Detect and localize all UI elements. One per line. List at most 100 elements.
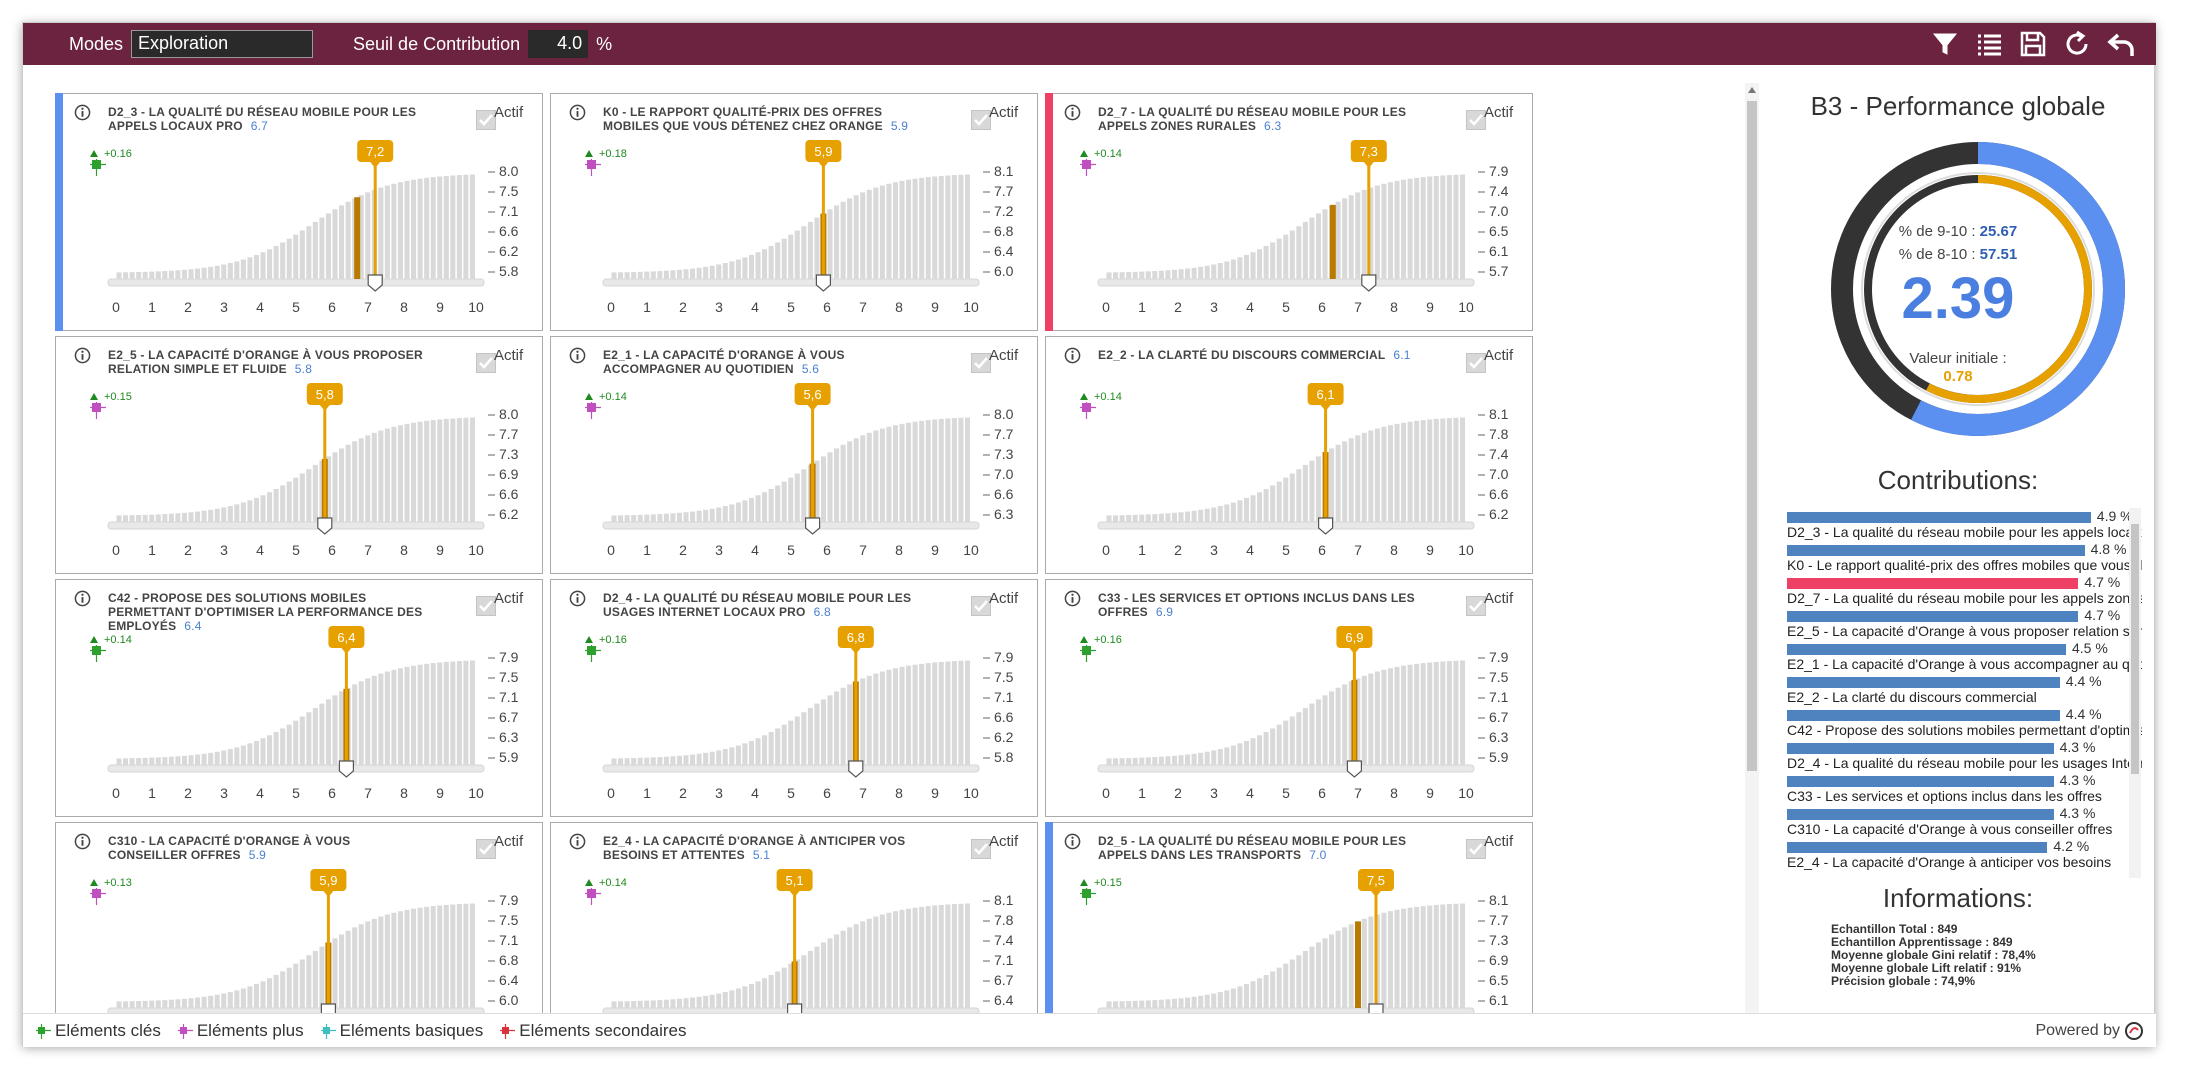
distribution-bar [1152,271,1158,279]
driver-card[interactable]: C42 - Propose des solutions mobiles perm… [55,579,543,817]
undo-icon[interactable] [2106,29,2136,59]
distribution-bar [391,912,397,1008]
distribution-bar [240,502,246,522]
contribution-row[interactable]: 4.3 % C33 - Les services et options inclu… [1787,772,2142,805]
x-tick-label: 9 [931,542,939,558]
distribution-bar [899,423,905,522]
actif-checkbox[interactable] [971,839,991,859]
slider-handle[interactable] [1361,274,1377,292]
distribution-bar [925,420,931,522]
seuil-input[interactable]: 4.0 [528,30,589,58]
info-icon[interactable] [74,590,91,607]
distribution-bar [1289,716,1295,765]
distribution-bar [788,963,794,1008]
distribution-bar [1381,912,1387,1008]
contribution-row[interactable]: 4.4 % C42 - Propose des solutions mobiles… [1787,706,2142,739]
contribution-row[interactable]: 4.3 % D2_4 - La qualité du réseau mobile … [1787,739,2142,772]
distribution-bar [912,907,918,1008]
info-icon[interactable] [569,104,586,121]
info-icon[interactable] [569,347,586,364]
actif-checkbox[interactable] [476,110,496,130]
distribution-bar [716,993,722,1008]
driver-card[interactable]: K0 - Le rapport qualité-prix des offres … [550,93,1038,331]
info-icon[interactable] [1064,590,1081,607]
driver-card[interactable]: E2_2 - La clarté du discours commercial 6… [1045,336,1533,574]
distribution-bar [631,758,637,765]
svg-text:6,9: 6,9 [1345,630,1363,645]
slider-handle[interactable] [815,274,831,292]
actif-checkbox[interactable] [476,353,496,373]
actif-checkbox[interactable] [1466,596,1486,616]
actif-checkbox[interactable] [971,353,991,373]
info-icon[interactable] [74,104,91,121]
distribution-bar [181,755,187,765]
actif-checkbox[interactable] [1466,353,1486,373]
distribution-bar [762,978,768,1008]
contribution-row[interactable]: 4.4 % E2_2 - La clarté du discours commer… [1787,673,2142,706]
actif-checkbox[interactable] [476,839,496,859]
slider-handle[interactable] [367,274,383,292]
contribution-row[interactable]: 4.7 % E2_5 - La capacité d'Orange à vous … [1787,607,2142,640]
distribution-bar [1433,661,1439,765]
distribution-bar [1113,272,1119,279]
contribution-bar [1787,644,2066,655]
actif-checkbox[interactable] [971,110,991,130]
driver-card[interactable]: D2_5 - La qualité du réseau mobile pour … [1045,822,1533,1028]
distribution-bar [925,663,931,765]
info-icon[interactable] [74,833,91,850]
driver-card[interactable]: D2_4 - La qualité du réseau mobile pour … [550,579,1038,817]
distribution-bar [1250,981,1256,1008]
distribution-bar [227,506,233,522]
actif-checkbox[interactable] [1466,110,1486,130]
contributions-scrollbar[interactable] [2129,508,2141,878]
marker-tooltip: 7,3 [1350,140,1387,168]
contribution-row[interactable]: 4.5 % E2_1 - La capacité d'Orange à vous … [1787,640,2142,673]
list-icon[interactable] [1974,29,2004,59]
distribution-bar [404,423,410,522]
driver-card[interactable]: C33 - Les services et options inclus dan… [1045,579,1533,817]
cards-scrollbar[interactable] [1745,83,1759,1028]
distribution-bar [919,177,925,279]
contribution-row[interactable]: 4.7 % D2_7 - La qualité du réseau mobile … [1787,574,2142,607]
svg-text:6,8: 6,8 [847,630,865,645]
actif-checkbox[interactable] [1466,839,1486,859]
reset-icon[interactable] [2062,29,2092,59]
contribution-row[interactable]: 4.2 % E2_4 - La capacité d'Orange à antic… [1787,838,2142,871]
slider-handle[interactable] [805,517,821,535]
slider-handle[interactable] [1346,760,1362,778]
contribution-row[interactable]: 4.9 % D2_3 - La qualité du réseau mobile … [1787,508,2142,541]
distribution-bar [463,903,469,1008]
driver-card[interactable]: D2_7 - La qualité du réseau mobile pour … [1045,93,1533,331]
driver-card[interactable]: C310 - La capacité d'Orange à vous conse… [55,822,543,1028]
filter-icon[interactable] [1930,29,1960,59]
contribution-row[interactable]: 4.8 % K0 - Le rapport qualité-prix des of… [1787,541,2142,574]
distribution-bar [168,999,174,1008]
info-icon[interactable] [74,347,91,364]
info-icon[interactable] [1064,833,1081,850]
distribution-bar [1243,497,1249,522]
y-tick-label: 6.1 [1489,243,1509,259]
slider-handle[interactable] [317,517,333,535]
actif-checkbox[interactable] [971,596,991,616]
y-tick-label: 7.4 [1489,446,1509,462]
distribution-bar [299,230,305,279]
distribution-bar [345,201,351,279]
slider-handle[interactable] [848,760,864,778]
actif-checkbox[interactable] [476,596,496,616]
driver-card[interactable]: E2_4 - La capacité d'Orange à anticiper … [550,822,1038,1028]
driver-card[interactable]: E2_1 - La capacité d'Orange à vous accom… [550,336,1038,574]
x-tick-label: 4 [751,542,759,558]
distribution-bar [437,662,443,765]
info-icon[interactable] [1064,347,1081,364]
save-icon[interactable] [2018,29,2048,59]
contribution-row[interactable]: 4.3 % C310 - La capacité d'Orange à vous … [1787,805,2142,838]
driver-card[interactable]: D2_3 - La qualité du réseau mobile pour … [55,93,543,331]
mode-select[interactable]: Exploration [131,30,314,58]
info-icon[interactable] [569,833,586,850]
card-title: E2_2 - La clarté du discours commercial 6… [1098,348,1411,362]
info-icon[interactable] [569,590,586,607]
info-icon[interactable] [1064,104,1081,121]
slider-handle[interactable] [1318,517,1334,535]
driver-card[interactable]: E2_5 - La capacité d'Orange à vous propo… [55,336,543,574]
slider-handle[interactable] [338,760,354,778]
